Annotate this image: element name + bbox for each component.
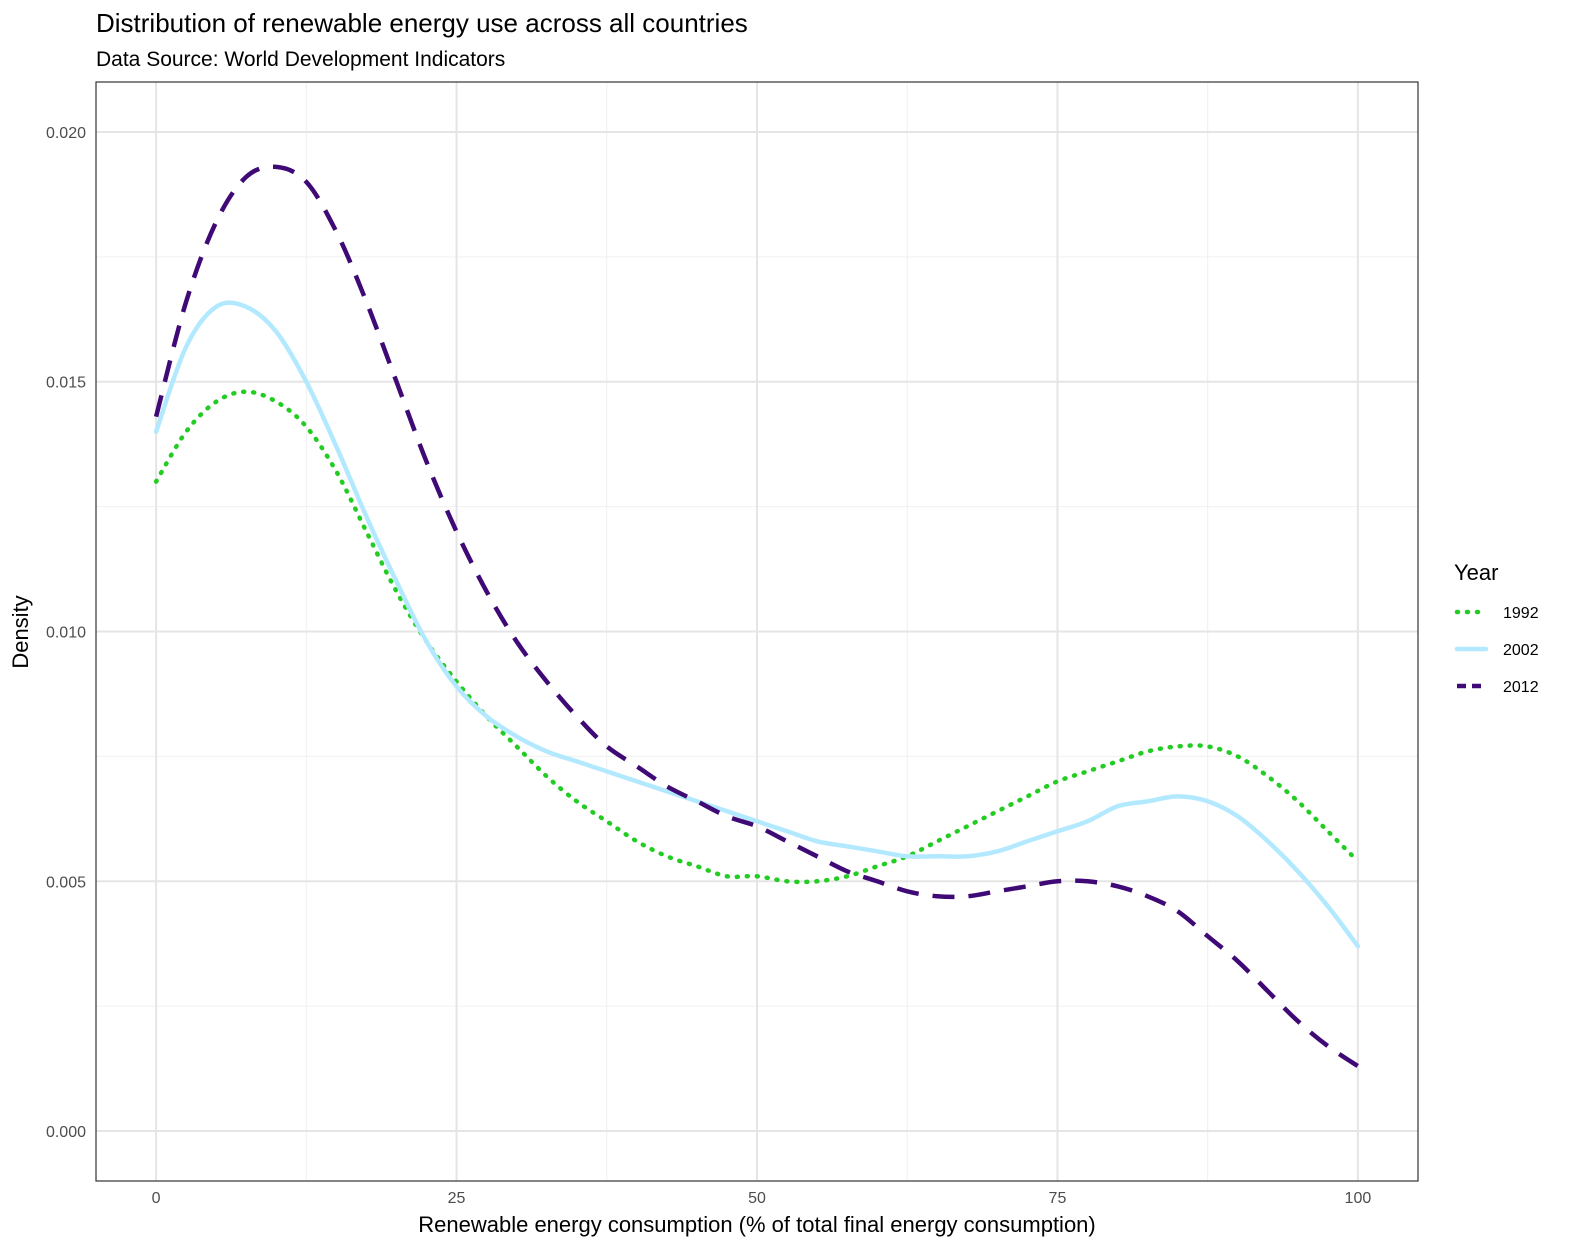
x-tick-label: 50 [748,1190,766,1207]
y-tick-label: 0.010 [46,625,86,642]
x-axis-ticks: 0 25 50 75 100 [152,1190,1372,1207]
series-line-2002 [153,300,1361,949]
series-line-2012 [153,164,1360,1068]
density-lines [153,164,1361,1068]
chart-subtitle: Data Source: World Development Indicator… [96,48,505,71]
legend-label-1992: 1992 [1503,605,1539,622]
legend-label-2002: 2002 [1503,642,1539,659]
x-tick-label: 75 [1049,1190,1067,1207]
plot-panel-border [95,81,1419,1182]
y-tick-label: 0.015 [46,375,86,392]
y-tick-label: 0.020 [46,125,86,142]
x-axis-title: Renewable energy consumption (% of total… [418,1212,1096,1237]
legend: Year 1992 2002 2012 [1454,560,1539,696]
chart-title: Distribution of renewable energy use acr… [96,8,748,38]
major-gridlines [96,82,1418,1181]
x-tick-label: 25 [448,1190,466,1207]
y-axis-ticks: 0.000 0.005 0.010 0.015 0.020 [46,125,86,1141]
series-line-1992 [153,389,1361,885]
x-tick-label: 0 [152,1190,161,1207]
legend-label-2012: 2012 [1503,679,1539,696]
legend-title: Year [1454,560,1498,585]
x-tick-label: 100 [1345,1190,1372,1207]
y-tick-label: 0.005 [46,874,86,891]
y-tick-label: 0.000 [46,1124,86,1141]
y-axis-title: Density [8,595,33,668]
